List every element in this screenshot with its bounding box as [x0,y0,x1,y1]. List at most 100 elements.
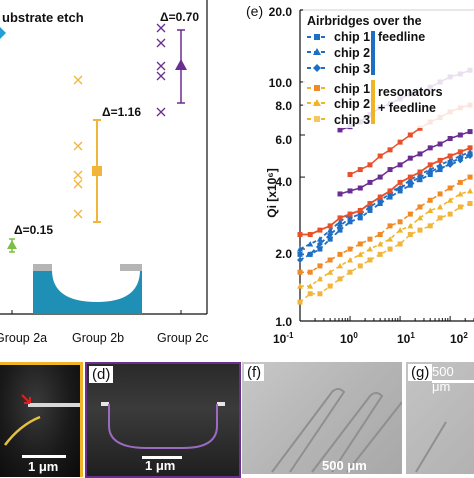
e-point-3-3 [327,236,333,242]
e-point-8-0 [297,283,303,289]
e-point-1-0 [337,191,343,197]
e-point-6-3 [327,223,333,229]
e-point-4-4 [337,218,344,225]
inset-schematic [33,264,142,314]
e-point-1-8 [417,151,423,157]
e-point-3-7 [367,207,373,213]
legend-label-blue-3: chip 3 [334,62,370,76]
mean-2a-triangle [7,240,17,249]
e-point-8-12 [416,214,423,221]
e-point-2-6 [407,132,413,138]
legend-bg [303,8,474,128]
legend-marker-yellow-3 [314,116,320,122]
xtick-0: 10-1 [273,331,294,346]
e-point-6-6 [357,207,363,213]
e-series-line-7 [300,176,471,273]
e-point-5-14 [437,164,444,171]
point-2c-4 [156,107,166,117]
e-point-2-2 [367,162,373,168]
e-point-5-0 [297,256,303,263]
e-point-5-10 [397,185,404,192]
e-point-7-4 [337,251,343,257]
point-2b-0 [73,75,83,85]
sem-g-drawing [415,421,447,473]
e-point-2-4 [387,147,393,153]
e-point-4-16 [457,153,464,159]
point-2c-3 [156,71,166,81]
e-point-8-13 [427,207,434,213]
legend-side-2: + feedline [378,101,436,115]
point-2c-0 [156,23,166,33]
e-point-7-9 [387,223,393,229]
inset-substrate [33,270,142,314]
e-point-6-13 [427,162,433,168]
e-point-5-15 [447,161,454,168]
sem-panel-c: 1 μm [0,362,83,477]
sem-f-meander-1 [311,392,384,473]
e-point-1-2 [357,185,363,191]
point-2c-2 [156,61,166,71]
sem-c-scalebar [22,455,66,458]
legend-marker-blue-2 [313,48,321,55]
e-point-9-4 [337,276,343,282]
delta-2a: Δ=0.15 [14,223,53,237]
e-point-9-8 [377,251,383,257]
e-point-8-11 [407,222,414,229]
e-point-1-9 [427,145,433,151]
e-point-7-0 [297,269,303,275]
group-label-2b: Group 2b [72,331,124,345]
e-point-9-1 [307,291,313,297]
legend-marker-blue-3 [313,64,321,72]
legend-side-1: feedline [378,30,425,44]
e-point-5-1 [307,251,314,258]
sem-f-label: (f) [244,364,265,381]
e-point-5-16 [457,157,464,164]
e-point-6-9 [387,188,393,194]
e-point-9-10 [397,241,403,247]
legend-entry-yellow-3: chip 3 [307,113,370,127]
inset-pad-right [120,264,142,271]
xtick-3: 102 [450,331,468,346]
ytick-1: 1.0 [275,315,292,329]
sem-d-pad-left [101,402,109,406]
legend-label-yellow-3: chip 3 [334,113,370,127]
e-point-6-11 [407,174,413,180]
e-point-8-2 [316,275,323,282]
e-point-8-14 [437,203,444,210]
e-point-7-12 [417,204,423,210]
e-point-6-4 [337,215,343,221]
panel-e-plot-area [297,9,474,322]
e-point-7-15 [447,185,453,191]
sem-panel-f: (f) 500 μm [242,362,402,474]
e-point-1-7 [407,155,413,161]
e-series-line-6 [300,147,471,236]
ytick-2: 2.0 [275,247,292,261]
e-point-9-5 [347,269,353,275]
e-point-6-2 [317,227,323,233]
e-point-1-3 [367,179,373,185]
e-point-7-3 [327,257,333,263]
sem-c-bridge [28,403,80,407]
sem-g-line [415,421,447,473]
e-series-line-8 [300,190,471,287]
e-point-3-5 [347,219,353,225]
e-point-3-0 [297,251,303,257]
panel-e: (e) Qi [x10⁶] 20.0 10.0 8.0 6.0 4.0 2.0 … [246,3,474,346]
e-series-line-9 [299,202,471,303]
e-point-9-14 [437,215,443,221]
e-point-9-15 [447,211,453,217]
legend-substrate-etch: ubstrate etch [2,10,84,25]
e-point-1-6 [397,162,403,168]
e-point-4-1 [307,240,314,247]
ytick-6: 6.0 [275,133,292,147]
e-point-9-13 [427,223,433,229]
e-point-7-7 [367,236,373,242]
e-point-9-0 [297,299,303,305]
e-point-4-17 [467,148,474,155]
legend-marker-yellow-2 [313,99,321,106]
legend-entry-yellow-2: chip 2 [307,97,370,111]
e-point-9-6 [357,263,363,269]
delta-2b: Δ=1.16 [102,105,141,119]
legend-bar-blue [371,31,375,75]
